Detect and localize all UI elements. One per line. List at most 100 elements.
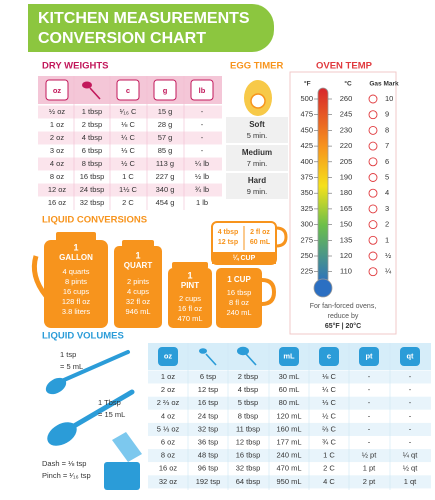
egg-level: Hard <box>248 176 266 185</box>
cell: - <box>368 437 371 446</box>
row-band <box>148 462 431 476</box>
fahrenheit: 350 <box>300 188 313 197</box>
egg-clock <box>250 93 266 109</box>
icon-label: mL <box>283 351 295 360</box>
volume-note: 1 tsp <box>60 350 76 359</box>
spoon-icon <box>245 353 257 366</box>
cell: 12 tsp <box>198 385 218 394</box>
row-band <box>38 105 222 119</box>
fahrenheit: 450 <box>300 125 313 134</box>
column-label: Gas Mark <box>369 81 399 88</box>
cell: 80 mL <box>279 398 300 407</box>
equiv: 60 mL <box>250 239 271 246</box>
cell: 1 tbsp <box>82 107 102 116</box>
cell: 16 tbsp <box>80 172 105 181</box>
fahrenheit: 225 <box>300 267 313 276</box>
row-band <box>148 370 431 384</box>
celsius: 230 <box>340 125 353 134</box>
fahrenheit: 325 <box>300 204 313 213</box>
cell: ½ qt <box>403 464 419 473</box>
cell: 4 tbsp <box>82 133 102 142</box>
spoon-icon <box>205 353 217 366</box>
unit: QUART <box>124 261 153 270</box>
row-band <box>38 183 222 197</box>
celsius: 150 <box>340 220 353 229</box>
equiv: 8 fl oz <box>229 298 249 307</box>
celsius: 245 <box>340 110 353 119</box>
equiv: 3.8 liters <box>62 307 91 316</box>
gas-icon <box>368 235 378 245</box>
cell: 24 tbsp <box>80 185 105 194</box>
cell: 32 tbsp <box>236 464 261 473</box>
row-band <box>148 436 431 450</box>
cell: ¹⁄₁₆ C <box>120 107 137 116</box>
cell: - <box>409 385 412 394</box>
cell: 11 tbsp <box>236 424 260 433</box>
equiv: 946 mL <box>125 307 150 316</box>
teaspoon <box>45 377 67 395</box>
cell: 1 C <box>323 451 335 460</box>
cell: - <box>368 385 371 394</box>
icon <box>190 79 214 101</box>
icon <box>153 79 177 101</box>
celsius: 220 <box>340 141 353 150</box>
cell: 6 oz <box>161 437 175 446</box>
equiv: 16 fl oz <box>178 304 202 313</box>
title-line: KITCHEN MEASUREMENTS <box>38 10 250 27</box>
quarter-cup-band <box>212 252 276 264</box>
icon-label: c <box>126 86 130 95</box>
row-band <box>148 449 431 463</box>
unit: ¼ CUP <box>233 254 256 262</box>
cell: ¾ C <box>322 437 336 446</box>
cell: 2 C <box>122 198 134 207</box>
cell: 240 mL <box>276 451 301 460</box>
cell: - <box>368 411 371 420</box>
cell: 8 tbsp <box>82 159 102 168</box>
celsius: 135 <box>340 235 353 244</box>
icon <box>319 347 339 366</box>
fahrenheit: 275 <box>300 235 313 244</box>
cell: 4 tbsp <box>238 385 258 394</box>
row-band <box>148 383 431 397</box>
cell: 454 g <box>156 198 175 207</box>
cell: ½ lb <box>195 172 209 181</box>
cell: 4 C <box>323 477 335 486</box>
row-band <box>38 144 222 158</box>
amount: 1 <box>135 250 140 260</box>
gas-icon <box>368 125 378 135</box>
cell: 32 oz <box>159 477 178 486</box>
celsius: 205 <box>340 157 353 166</box>
cell: - <box>409 424 412 433</box>
cell: ½ oz <box>49 107 66 116</box>
equiv: 4 tbsp <box>218 229 239 236</box>
gas-mark: 8 <box>385 125 389 134</box>
cell: 64 tbsp <box>236 477 261 486</box>
gallon-jug <box>44 240 108 328</box>
cell: - <box>409 437 412 446</box>
cell: ⅛ C <box>121 120 135 129</box>
spoon-icon <box>199 348 207 354</box>
cell: ½ pt <box>362 451 378 460</box>
cell: - <box>201 133 204 142</box>
equiv: 16 tbsp <box>227 288 252 297</box>
cell: 113 g <box>156 159 174 168</box>
icon-label: oz <box>164 351 173 360</box>
gas-mark: ¼ <box>385 267 392 276</box>
gas-mark: 1 <box>385 235 389 244</box>
teaspoon-handle <box>62 350 130 382</box>
equiv: 4 cups <box>127 287 149 296</box>
gas-mark: 7 <box>385 141 389 150</box>
cell: 192 tsp <box>196 477 221 486</box>
tablespoon-handle <box>71 389 135 429</box>
fahrenheit: 500 <box>300 94 313 103</box>
cell: 16 tbsp <box>236 451 261 460</box>
cell: 2 oz <box>50 133 64 142</box>
gas-mark: 2 <box>385 220 389 229</box>
cell: 28 g <box>158 120 173 129</box>
cell: - <box>409 398 412 407</box>
cell: 24 tsp <box>198 411 218 420</box>
fahrenheit: 475 <box>300 110 313 119</box>
cell: ½ C <box>121 159 135 168</box>
cell: 16 oz <box>159 464 178 473</box>
equiv: 12 tsp <box>218 239 238 246</box>
